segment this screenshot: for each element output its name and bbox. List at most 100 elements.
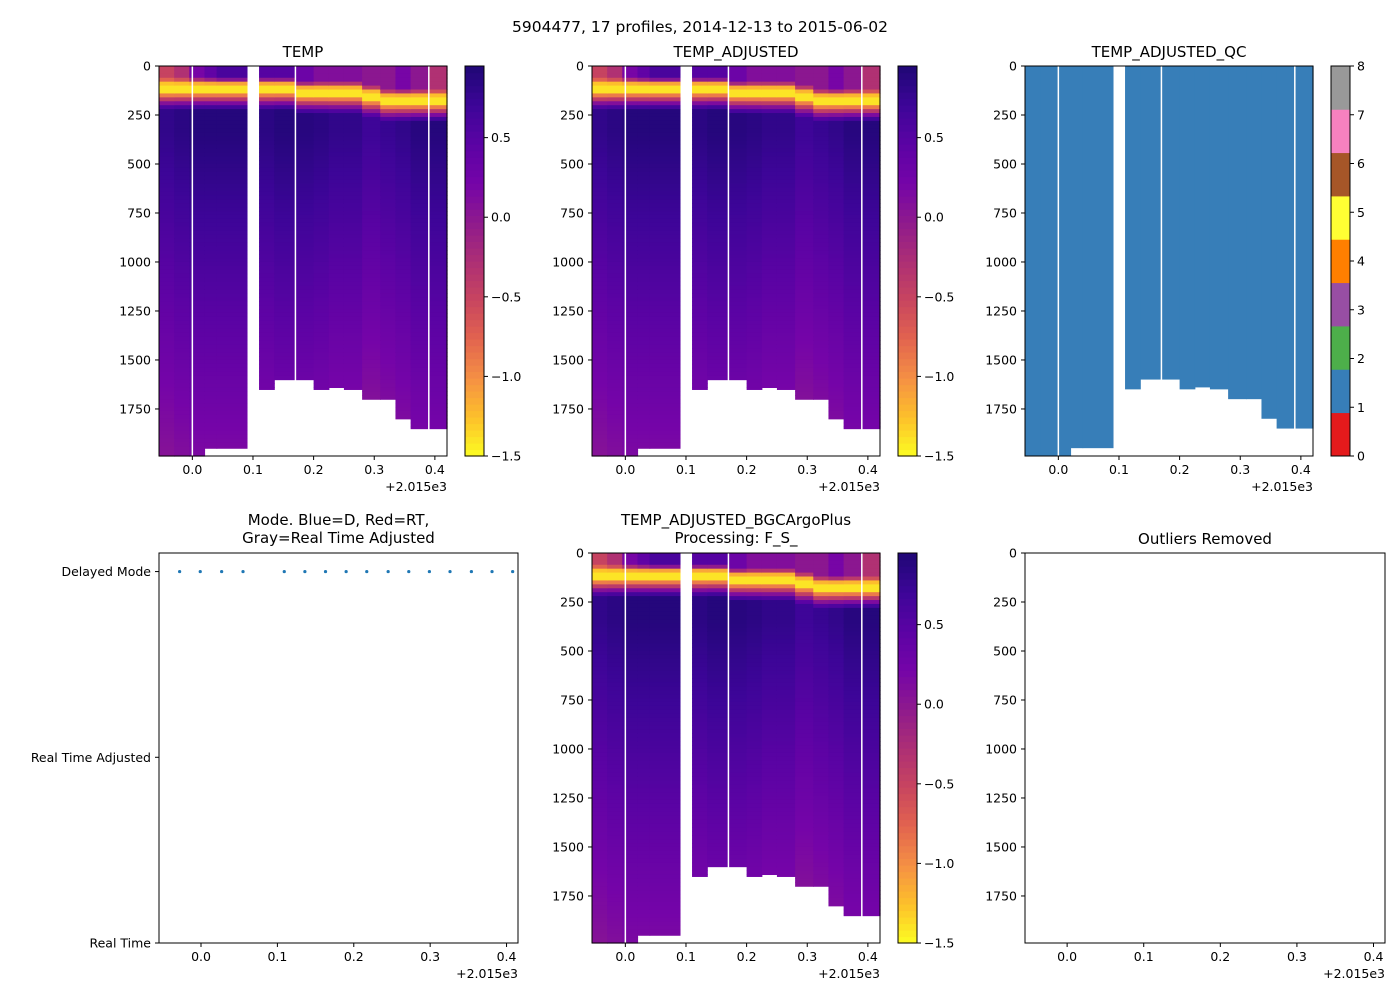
heatmap-cell <box>216 301 248 306</box>
heatmap-cell <box>649 418 681 424</box>
heatmap-cell <box>761 713 778 719</box>
heatmap-cell <box>761 572 778 578</box>
heatmap-cell <box>174 140 190 145</box>
heatmap-cell <box>410 273 430 279</box>
heatmap-cell <box>828 167 845 173</box>
heatmap-cell <box>813 717 830 723</box>
heatmap-cell <box>216 163 248 169</box>
heatmap-cell <box>189 442 206 447</box>
heatmap-cell <box>428 238 448 243</box>
heatmap-cell <box>428 97 448 102</box>
heatmap-cell <box>649 588 681 593</box>
heatmap-cell <box>410 407 430 412</box>
colorbar-tick-label: −1.0 <box>924 369 954 384</box>
heatmap-cell <box>828 399 845 404</box>
heatmap-cell <box>362 301 381 306</box>
heatmap-cell <box>313 93 330 98</box>
heatmap-cell <box>159 450 175 455</box>
mode-point <box>427 569 431 574</box>
heatmap-cell <box>295 293 315 298</box>
heatmap-cell <box>728 623 748 629</box>
heatmap-cell <box>692 568 708 574</box>
heatmap-cell <box>592 694 608 699</box>
heatmap-cell <box>795 874 814 879</box>
heatmap-cell <box>410 261 430 267</box>
heatmap-cell <box>746 682 763 687</box>
heatmap-cell <box>728 580 748 585</box>
heatmap-cell <box>828 195 845 200</box>
heatmap-cell <box>728 363 748 369</box>
heatmap-cell <box>692 752 708 758</box>
heatmap-cell <box>843 332 863 338</box>
heatmap-cell <box>607 387 623 392</box>
heatmap-cell <box>649 694 681 699</box>
colorbar: 0.50.0−0.5−1.0−1.5 <box>464 65 521 464</box>
colorbar-segment <box>898 793 917 801</box>
heatmap-cell <box>607 242 623 247</box>
heatmap-cell <box>861 148 881 153</box>
heatmap-cell <box>746 823 763 828</box>
heatmap-cell <box>362 344 381 349</box>
colorbar-segment <box>465 449 484 457</box>
heatmap-cell <box>380 258 397 263</box>
heatmap-cell <box>861 564 881 570</box>
heatmap-cell <box>861 631 881 636</box>
heatmap-cell <box>843 682 863 687</box>
heatmap-cell <box>159 356 175 361</box>
heatmap-cell <box>728 128 748 134</box>
y-tick-label: 250 <box>993 594 1017 609</box>
heatmap-cell <box>216 387 248 392</box>
heatmap-cell <box>692 211 708 216</box>
y-tick-label: 0 <box>1009 59 1017 74</box>
heatmap-cell <box>746 226 763 232</box>
heatmap-cell <box>328 269 345 275</box>
heatmap-cell <box>761 105 778 110</box>
heatmap-cell <box>637 803 651 809</box>
axes-frame <box>1024 65 1314 457</box>
heatmap-cell <box>313 297 330 302</box>
heatmap-cell <box>313 199 330 204</box>
heatmap-cell <box>622 588 639 593</box>
heatmap-cell <box>776 831 796 836</box>
heatmap-cell <box>728 332 748 338</box>
heatmap-cell <box>189 105 206 110</box>
heatmap-cell <box>328 316 345 322</box>
heatmap-cell <box>761 218 778 224</box>
heatmap-cell <box>795 772 814 778</box>
heatmap-cell <box>728 211 748 216</box>
heatmap-cell <box>843 195 863 200</box>
heatmap-cell <box>649 745 681 750</box>
heatmap-cell <box>295 277 315 283</box>
heatmap-cell <box>728 214 748 220</box>
heatmap-cell <box>295 320 315 326</box>
heatmap-cell <box>776 191 796 196</box>
heatmap-cell <box>843 850 863 856</box>
heatmap-cell <box>795 85 814 91</box>
heatmap-cell <box>216 203 248 208</box>
colorbar-segment <box>465 111 484 119</box>
heatmap-cell <box>380 395 397 400</box>
heatmap-cell <box>204 336 218 341</box>
heatmap-cell <box>204 230 218 236</box>
heatmap-cell <box>728 796 748 801</box>
heatmap-cell <box>707 273 730 279</box>
heatmap-cell <box>843 623 863 629</box>
heatmap-cell <box>622 701 639 707</box>
heatmap-cell <box>843 395 863 400</box>
colorbar-segment <box>465 280 484 288</box>
heatmap-cell <box>861 218 881 224</box>
heatmap-cell <box>343 128 363 134</box>
heatmap-cell <box>622 81 639 87</box>
heatmap-cell <box>274 332 297 338</box>
heatmap-cell <box>828 827 845 832</box>
heatmap-cell <box>622 690 639 695</box>
heatmap-cell <box>428 363 448 369</box>
heatmap-cell <box>828 93 845 98</box>
heatmap-cell <box>259 140 275 145</box>
heatmap-cell <box>622 105 639 110</box>
heatmap-cell <box>410 85 430 91</box>
heatmap-cell <box>328 77 345 83</box>
heatmap-cell <box>592 905 608 911</box>
heatmap-cell <box>795 363 814 369</box>
heatmap-cell <box>776 156 796 161</box>
